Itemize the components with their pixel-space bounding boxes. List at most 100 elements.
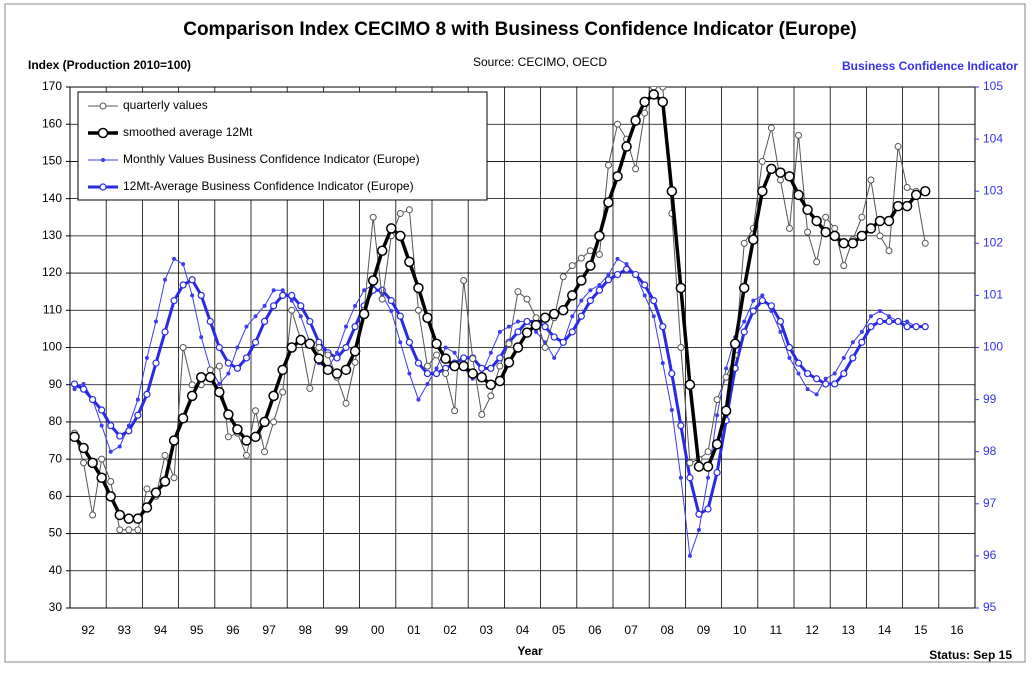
point <box>197 291 205 299</box>
point <box>787 355 792 360</box>
point <box>150 487 162 498</box>
point <box>224 433 232 441</box>
point <box>642 293 647 298</box>
point <box>423 362 431 370</box>
point <box>114 509 126 521</box>
point <box>362 288 367 293</box>
point <box>512 342 524 353</box>
point <box>344 324 349 329</box>
point <box>868 314 873 319</box>
point <box>883 215 895 227</box>
x-tick-label: 13 <box>842 623 856 637</box>
point <box>648 89 659 100</box>
point <box>678 475 683 480</box>
point <box>594 230 605 242</box>
x-tick-label: 12 <box>805 623 819 637</box>
point <box>715 413 720 418</box>
y2-tick-label: 104 <box>983 131 1003 145</box>
point <box>232 424 243 435</box>
point <box>253 314 258 319</box>
point <box>722 373 730 381</box>
point <box>244 324 249 329</box>
y-tick-label: 90 <box>49 377 63 391</box>
y-tick-label: 170 <box>42 79 62 93</box>
point <box>867 323 875 331</box>
point <box>541 344 549 351</box>
x-tick-label: 98 <box>299 623 313 637</box>
point <box>487 392 495 400</box>
point <box>98 455 106 463</box>
point <box>443 345 448 350</box>
point <box>460 354 468 362</box>
point <box>650 297 658 305</box>
point <box>910 189 922 201</box>
point <box>740 239 748 247</box>
point <box>306 384 314 392</box>
x-tick-label: 08 <box>661 623 675 637</box>
point <box>704 448 712 456</box>
point <box>205 372 216 383</box>
point <box>832 371 837 376</box>
point <box>458 360 469 372</box>
point <box>259 416 270 428</box>
point <box>425 381 430 386</box>
y-tick-label: 150 <box>42 154 62 168</box>
point <box>223 409 234 420</box>
point <box>270 418 278 426</box>
x-tick-label: 97 <box>262 623 276 637</box>
y-tick-label: 140 <box>42 191 62 205</box>
x-tick-label: 03 <box>480 623 494 637</box>
point <box>449 360 460 372</box>
point <box>322 364 334 376</box>
point <box>286 342 297 353</box>
legend-marker <box>97 127 109 139</box>
point <box>496 362 504 370</box>
point <box>261 448 269 456</box>
point <box>186 390 198 402</box>
point <box>912 323 920 331</box>
point <box>677 422 685 430</box>
point <box>79 385 88 393</box>
point <box>675 282 687 294</box>
x-tick-label: 00 <box>371 623 385 637</box>
point <box>921 239 929 247</box>
point <box>141 502 153 513</box>
point <box>687 553 692 558</box>
y-tick-label: 50 <box>49 526 63 540</box>
point <box>396 210 404 218</box>
point <box>279 388 287 396</box>
point <box>442 370 450 378</box>
point <box>669 408 674 413</box>
point <box>704 505 712 513</box>
point <box>349 345 361 357</box>
point <box>597 282 602 287</box>
point <box>270 302 278 310</box>
x-tick-label: 15 <box>914 623 928 637</box>
y2-tick-label: 95 <box>983 600 997 614</box>
x-tick-label: 99 <box>335 623 349 637</box>
point <box>252 407 260 415</box>
point <box>315 344 323 351</box>
point <box>695 510 703 518</box>
point <box>306 317 314 326</box>
y-tick-label: 30 <box>49 600 63 614</box>
point <box>81 381 86 386</box>
point <box>224 359 232 367</box>
point <box>856 230 868 242</box>
point <box>179 281 187 289</box>
point <box>803 369 812 378</box>
point <box>396 312 404 320</box>
point <box>376 245 388 256</box>
point <box>440 353 451 364</box>
point <box>206 317 214 326</box>
point <box>795 131 803 139</box>
point <box>431 338 442 350</box>
point <box>840 369 848 378</box>
point <box>632 270 640 279</box>
point <box>476 372 488 383</box>
y2-tick-label: 105 <box>983 79 1003 93</box>
point <box>143 485 151 493</box>
point <box>921 323 929 331</box>
point <box>693 461 705 472</box>
point <box>342 343 350 352</box>
